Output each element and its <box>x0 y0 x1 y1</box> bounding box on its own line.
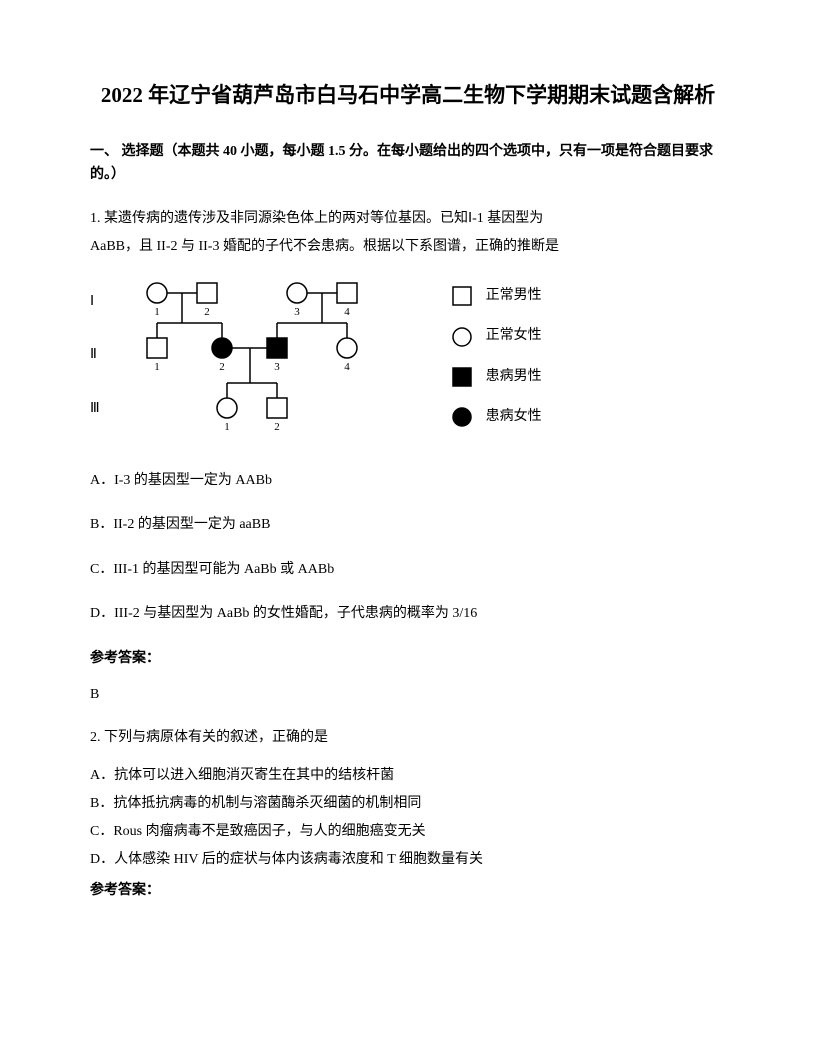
generation-labels: Ⅰ Ⅱ Ⅲ <box>90 273 122 443</box>
gen-3-label: Ⅲ <box>90 390 100 443</box>
pedigree-diagram: 1 2 3 4 1 2 3 <box>122 273 402 448</box>
circle-empty-icon <box>452 327 472 347</box>
legend-affected-male: 患病男性 <box>452 366 542 388</box>
svg-text:2: 2 <box>204 306 210 318</box>
svg-text:1: 1 <box>154 306 160 318</box>
q1-option-d: D．III-2 与基因型为 AaBb 的女性婚配，子代患病的概率为 3/16 <box>90 603 726 625</box>
svg-text:3: 3 <box>294 306 300 318</box>
q2-text: 2. 下列与病原体有关的叙述，正确的是 <box>90 724 726 752</box>
legend-label: 正常女性 <box>486 325 542 347</box>
legend-label: 患病男性 <box>486 366 542 388</box>
legend-normal-female: 正常女性 <box>452 325 542 347</box>
q1-option-b: B．II-2 的基因型一定为 aaBB <box>90 514 726 536</box>
svg-text:4: 4 <box>344 306 350 318</box>
gen-2-label: Ⅱ <box>90 336 100 389</box>
section-header: 一、 选择题（本题共 40 小题，每小题 1.5 分。在每小题给出的四个选项中，… <box>90 140 726 188</box>
q2-answer-label: 参考答案： <box>90 880 726 902</box>
circle-filled-icon <box>452 407 472 427</box>
q1-answer: B <box>90 684 726 706</box>
q2-option-c: C．Rous 肉瘤病毒不是致癌因子，与人的细胞癌变无关 <box>90 820 726 844</box>
q2-options: A．抗体可以进入细胞消灭寄生在其中的结核杆菌 B．抗体抵抗病毒的机制与溶菌酶杀灭… <box>90 764 726 871</box>
svg-text:2: 2 <box>219 361 225 373</box>
q2-option-d: D．人体感染 HIV 后的症状与体内该病毒浓度和 T 细胞数量有关 <box>90 848 726 872</box>
q1-text: 1. 某遗传病的遗传涉及非同源染色体上的两对等位基因。已知Ⅰ-1 基因型为 Aa… <box>90 205 726 261</box>
svg-text:3: 3 <box>274 361 280 373</box>
square-filled-icon <box>452 367 472 387</box>
q1-line2: AaBB，且 II-2 与 II-3 婚配的子代不会患病。根据以下系图谱，正确的… <box>90 233 726 261</box>
svg-text:4: 4 <box>344 361 350 373</box>
page-title: 2022 年辽宁省葫芦岛市白马石中学高二生物下学期期末试题含解析 <box>90 80 726 112</box>
q1-options: A．I-3 的基因型一定为 AABb B．II-2 的基因型一定为 aaBB C… <box>90 470 726 626</box>
svg-text:1: 1 <box>154 361 160 373</box>
legend-affected-female: 患病女性 <box>452 406 542 428</box>
q1-answer-label: 参考答案： <box>90 648 726 670</box>
q1-option-c: C．III-1 的基因型可能为 AaBb 或 AABb <box>90 559 726 581</box>
legend-normal-male: 正常男性 <box>452 285 542 307</box>
pedigree-container: Ⅰ Ⅱ Ⅲ 1 2 3 4 1 2 <box>90 273 726 448</box>
square-empty-icon <box>452 286 472 306</box>
pedigree-legend: 正常男性 正常女性 患病男性 患病女性 <box>452 273 542 429</box>
q1-line1: 1. 某遗传病的遗传涉及非同源染色体上的两对等位基因。已知Ⅰ-1 基因型为 <box>90 205 726 233</box>
q2-option-a: A．抗体可以进入细胞消灭寄生在其中的结核杆菌 <box>90 764 726 788</box>
q1-option-a: A．I-3 的基因型一定为 AABb <box>90 470 726 492</box>
svg-text:1: 1 <box>224 421 230 433</box>
svg-text:2: 2 <box>274 421 280 433</box>
legend-label: 患病女性 <box>486 406 542 428</box>
gen-1-label: Ⅰ <box>90 283 100 336</box>
q2-option-b: B．抗体抵抗病毒的机制与溶菌酶杀灭细菌的机制相同 <box>90 792 726 816</box>
legend-label: 正常男性 <box>486 285 542 307</box>
